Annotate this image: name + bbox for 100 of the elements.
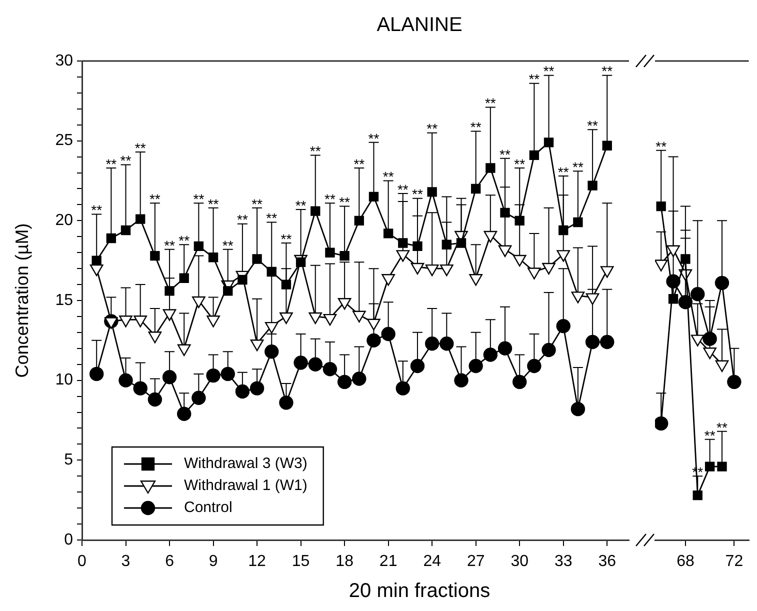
point xyxy=(223,286,233,296)
point xyxy=(92,256,102,266)
point xyxy=(106,233,116,244)
y-tick-label: 15 xyxy=(55,292,74,309)
point xyxy=(704,462,715,472)
y-tick-label: 25 xyxy=(55,132,74,150)
point xyxy=(398,238,408,248)
annotation: ** xyxy=(252,196,264,212)
point xyxy=(585,334,600,350)
annotation: ** xyxy=(324,190,336,207)
point xyxy=(354,216,364,226)
annotation: ** xyxy=(339,194,351,210)
point xyxy=(544,138,554,148)
x-tick-label: 33 xyxy=(554,553,572,570)
annotation: ** xyxy=(280,230,292,247)
x-tick-label: 12 xyxy=(248,553,266,570)
point xyxy=(558,225,568,236)
point xyxy=(442,240,452,250)
point xyxy=(252,254,262,264)
x-tick-label: 6 xyxy=(165,553,174,570)
legend-label: Withdrawal 1 (W1) xyxy=(184,477,308,494)
point xyxy=(192,390,206,405)
point xyxy=(602,140,612,150)
annotation: ** xyxy=(500,146,512,162)
point xyxy=(570,402,586,416)
point xyxy=(308,357,322,372)
point xyxy=(556,318,570,334)
point xyxy=(310,206,320,216)
point xyxy=(468,358,483,374)
annotation: ** xyxy=(484,95,496,112)
point xyxy=(179,273,189,283)
point xyxy=(714,276,730,290)
point xyxy=(529,150,540,160)
point xyxy=(717,462,727,472)
x-tick-label: 0 xyxy=(78,553,87,570)
annotation: ** xyxy=(412,186,424,202)
annotation: ** xyxy=(164,237,176,254)
annotation: ** xyxy=(397,181,409,198)
annotation: ** xyxy=(514,156,526,172)
annotation: ** xyxy=(295,197,307,214)
annotation: ** xyxy=(716,419,728,436)
point xyxy=(162,370,177,384)
annotation: ** xyxy=(134,140,146,156)
y-axis-title: Concentration (µM) xyxy=(12,223,32,378)
annotation: ** xyxy=(382,168,394,185)
annotation: ** xyxy=(602,63,614,80)
y-tick-label: 20 xyxy=(55,212,74,230)
annotation: ** xyxy=(193,190,205,207)
point xyxy=(148,392,162,407)
x-axis-title: 20 min fractions xyxy=(348,580,492,603)
x-tick-label: 24 xyxy=(423,553,442,570)
point xyxy=(527,358,542,374)
point xyxy=(337,374,352,390)
point xyxy=(692,490,702,500)
y-tick-label: 30 xyxy=(55,52,74,70)
point xyxy=(177,406,192,421)
point xyxy=(325,248,335,258)
point xyxy=(281,280,292,290)
point xyxy=(208,252,218,262)
point xyxy=(412,241,422,252)
point xyxy=(220,366,235,382)
point xyxy=(235,384,250,399)
point xyxy=(500,208,510,218)
point xyxy=(238,274,248,285)
x-tick-label: 30 xyxy=(510,553,529,570)
y-tick-label: 5 xyxy=(64,452,74,469)
annotation: ** xyxy=(587,118,599,134)
point xyxy=(410,358,425,374)
annotation: ** xyxy=(106,156,118,172)
point xyxy=(250,381,264,396)
point xyxy=(279,396,294,410)
point xyxy=(366,333,381,348)
point xyxy=(368,192,379,202)
point xyxy=(206,368,220,383)
point xyxy=(655,416,668,431)
annotation: ** xyxy=(222,237,234,254)
annotation: ** xyxy=(368,130,380,146)
annotation: ** xyxy=(558,164,570,180)
annotation: ** xyxy=(354,156,366,172)
legend-label: Withdrawal 3 (W3) xyxy=(184,455,308,472)
annotation: ** xyxy=(704,427,716,444)
annotation: ** xyxy=(572,159,584,176)
annotation: ** xyxy=(426,120,438,137)
point xyxy=(340,250,350,261)
point xyxy=(656,201,666,212)
point xyxy=(573,217,583,228)
point xyxy=(727,374,742,390)
point xyxy=(133,381,148,396)
point xyxy=(668,294,678,304)
legend-label: Control xyxy=(184,499,232,516)
point xyxy=(396,381,410,396)
annotation: ** xyxy=(470,119,482,136)
point xyxy=(454,373,468,388)
point xyxy=(424,336,440,351)
x-tick-label: 72 xyxy=(725,553,744,570)
point xyxy=(120,225,131,236)
annotation: ** xyxy=(178,232,190,248)
point xyxy=(164,286,174,296)
annotation: ** xyxy=(149,190,161,207)
y-tick-label: 0 xyxy=(64,531,74,548)
